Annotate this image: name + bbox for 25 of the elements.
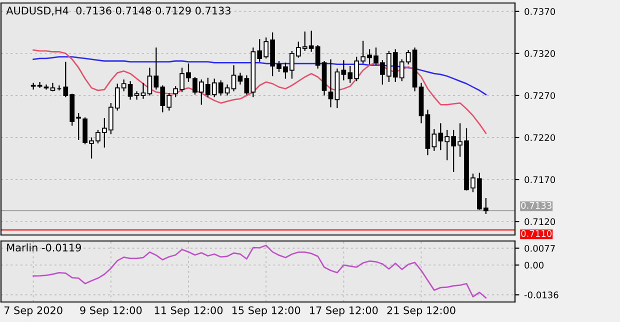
y-tick-label: 0.7270: [524, 92, 556, 100]
x-tick-label: 7 Sep 2020: [4, 306, 62, 316]
y-tick-label: 0.7170: [524, 176, 556, 184]
chart-title: Marlin -0.0119: [7, 243, 81, 252]
y-tick-label: 0.7370: [524, 8, 556, 15]
y-tick-label: 0.7220: [524, 134, 556, 142]
ref-line-label: 0.7133: [521, 202, 552, 209]
y-tick-label: 0.7320: [524, 50, 556, 57]
candlestick: [238, 72, 243, 86]
x-tick-label: 21 Sep 12:00: [387, 306, 456, 316]
x-tick-label: 11 Sep 12:00: [154, 306, 223, 316]
x-tick-label: 15 Sep 12:00: [232, 306, 300, 316]
y-tick-label: -0.0136: [524, 292, 558, 298]
y-tick-label: 0.00: [524, 262, 544, 269]
y-tick-label: 0.0077: [524, 244, 555, 252]
x-tick-label: 9 Sep 12:00: [80, 306, 142, 316]
x-tick-label: 17 Sep 12:00: [310, 306, 378, 316]
y-tick-label: 0.7120: [524, 218, 556, 226]
candlestick: [140, 82, 146, 100]
candlestick: [328, 58, 334, 108]
candlestick: [231, 64, 236, 92]
ref-line-label: 0.7110: [521, 230, 552, 237]
line-series: [32, 49, 487, 134]
candlestick: [224, 84, 230, 96]
chart-title: AUDUSD,H4 0.7136 0.7148 0.7129 0.7133: [6, 6, 230, 16]
